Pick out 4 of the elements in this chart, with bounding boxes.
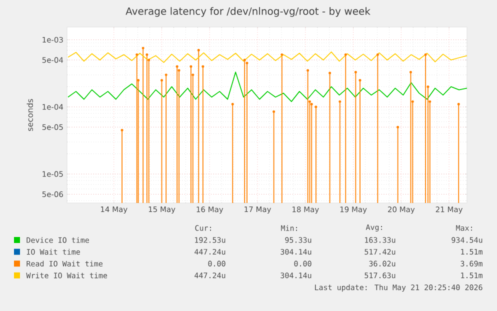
line-series bbox=[68, 72, 468, 102]
line-series bbox=[68, 51, 468, 63]
y-axis-title: seconds bbox=[26, 99, 33, 131]
chart-title: Average latency for /dev/nlnog-vg/root - by week bbox=[126, 7, 370, 17]
